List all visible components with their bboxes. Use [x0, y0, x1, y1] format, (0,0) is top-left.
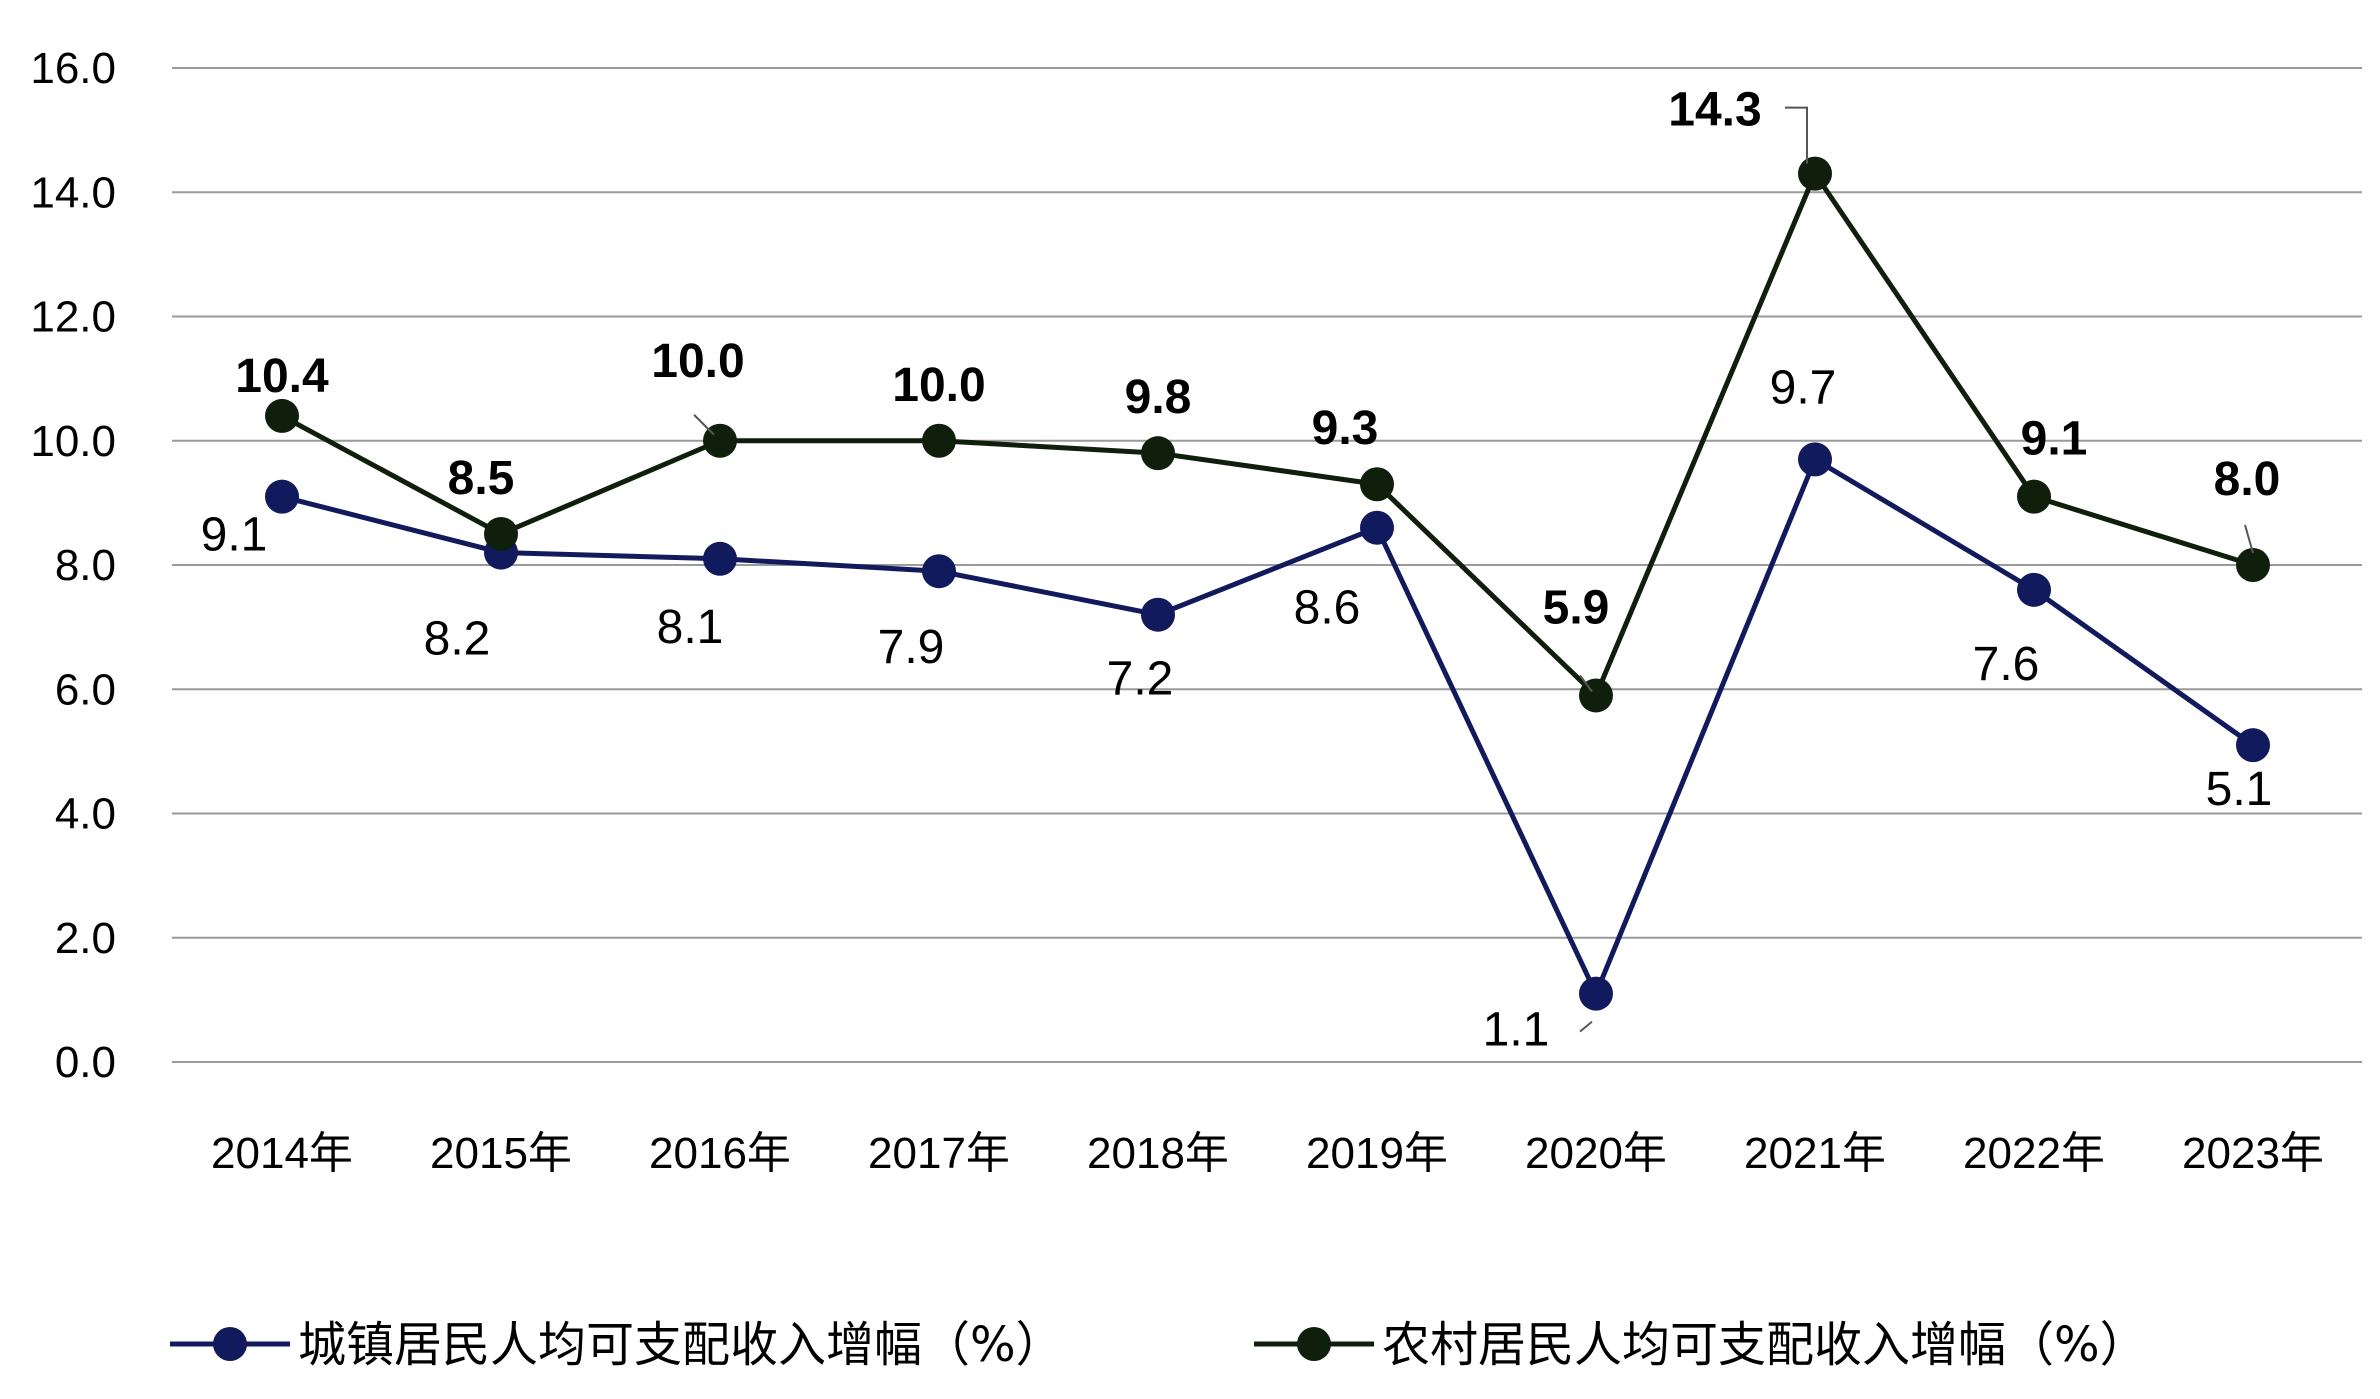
data-label: 14.3 — [1668, 84, 1761, 137]
data-label: 9.3 — [1312, 402, 1379, 455]
legend: 城镇居民人均可支配收入增幅（%） 农村居民人均可支配收入增幅（%） — [170, 1317, 2148, 1373]
data-label: 9.8 — [1125, 371, 1192, 424]
y-tick-label: 6.0 — [55, 665, 116, 714]
data-point — [1141, 436, 1175, 471]
data-point — [484, 516, 518, 551]
data-label: 9.1 — [2021, 413, 2088, 466]
y-tick-label: 10.0 — [30, 417, 116, 466]
label-leader-line — [1785, 106, 1808, 164]
data-label: 1.1 — [1483, 1004, 1550, 1057]
data-point — [1579, 678, 1613, 713]
data-label: 7.6 — [1973, 638, 2040, 691]
y-tick-label: 16.0 — [30, 44, 116, 93]
x-tick-label: 2021年 — [1744, 1129, 1886, 1178]
data-label: 8.5 — [448, 452, 515, 505]
data-label: 8.6 — [1294, 582, 1361, 635]
data-point — [2017, 572, 2051, 607]
y-tick-label: 8.0 — [55, 541, 116, 590]
data-point — [2236, 548, 2270, 582]
data-point — [1360, 467, 1394, 502]
data-point — [265, 479, 299, 514]
x-axis: 2014年 2015年 2016年 2017年 2018年 2019年 2020年 2021年… — [211, 1129, 2324, 1178]
data-label: 7.9 — [878, 621, 945, 674]
series-rural — [265, 156, 2270, 713]
x-tick-label: 2016年 — [649, 1129, 791, 1178]
data-label: 5.1 — [2206, 763, 2273, 816]
data-point — [1141, 597, 1175, 632]
label-leader-line — [693, 414, 715, 436]
legend-marker — [1297, 1327, 1331, 1361]
x-tick-label: 2020年 — [1525, 1129, 1667, 1178]
data-point — [265, 398, 299, 433]
series-urban — [265, 442, 2270, 1011]
y-tick-label: 4.0 — [55, 790, 116, 839]
series-layer — [265, 156, 2270, 1011]
y-axis: 0.0 2.0 4.0 6.0 8.0 10.0 12.0 14.0 16.0 — [30, 44, 116, 1087]
label-leader-line — [2244, 524, 2254, 554]
data-label: 7.2 — [1107, 653, 1174, 706]
gridlines — [172, 67, 2362, 1063]
data-label: 9.7 — [1770, 361, 1837, 414]
y-tick-label: 12.0 — [30, 293, 116, 342]
data-point — [922, 554, 956, 589]
data-point — [703, 541, 737, 576]
x-tick-label: 2022年 — [1963, 1129, 2105, 1178]
data-point — [1360, 510, 1394, 545]
series-line — [281, 456, 2255, 997]
series-line — [280, 171, 2254, 698]
label-leader-line — [1579, 1020, 1593, 1033]
legend-label: 农村居民人均可支配收入增幅（%） — [1382, 1317, 2148, 1373]
y-tick-label: 2.0 — [55, 914, 116, 963]
legend-marker — [213, 1327, 247, 1361]
label-leader-line — [1579, 674, 1593, 693]
x-tick-label: 2015年 — [430, 1129, 572, 1178]
data-labels: 9.1 8.2 8.1 7.9 7.2 8.6 1.1 9.7 7.6 5.1 10.4 8.5 10.… — [201, 84, 2281, 1057]
x-tick-label: 2014年 — [211, 1129, 353, 1178]
data-label: 9.1 — [201, 509, 268, 562]
legend-item: 城镇居民人均可支配收入增幅（%） — [170, 1317, 1064, 1373]
y-tick-label: 0.0 — [55, 1038, 116, 1087]
x-tick-label: 2018年 — [1087, 1129, 1229, 1178]
data-point — [1798, 442, 1832, 477]
legend-label: 城镇居民人均可支配收入增幅（%） — [298, 1317, 1064, 1373]
data-point — [2236, 728, 2270, 763]
x-tick-label: 2019年 — [1306, 1129, 1448, 1178]
x-tick-label: 2017年 — [868, 1129, 1010, 1178]
y-tick-label: 14.0 — [30, 168, 116, 217]
x-tick-label: 2023年 — [2182, 1129, 2324, 1178]
data-label: 10.0 — [892, 359, 985, 412]
data-label: 10.4 — [235, 350, 329, 403]
data-point — [1579, 976, 1613, 1011]
data-point — [922, 423, 956, 458]
data-label: 8.1 — [657, 601, 724, 654]
data-point — [1798, 156, 1832, 191]
data-point — [2017, 479, 2051, 514]
data-label: 10.0 — [651, 335, 744, 388]
legend-item: 农村居民人均可支配收入增幅（%） — [1254, 1317, 2148, 1373]
data-label: 5.9 — [1543, 581, 1610, 634]
data-label: 8.2 — [424, 613, 491, 666]
data-label: 8.0 — [2214, 453, 2281, 506]
